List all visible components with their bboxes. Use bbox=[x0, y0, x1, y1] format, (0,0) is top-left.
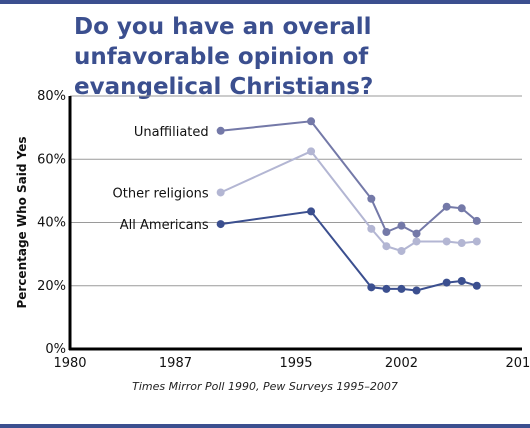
data-point-other-religions-1990 bbox=[216, 188, 225, 197]
data-point-other-religions-1996 bbox=[307, 147, 316, 156]
data-point-unaffiliated-2002 bbox=[397, 221, 406, 230]
series-label-unaffiliated: Unaffiliated bbox=[134, 125, 209, 140]
data-point-unaffiliated-2000 bbox=[367, 194, 376, 203]
data-point-all-americans-2000 bbox=[367, 283, 376, 292]
data-point-all-americans-1990 bbox=[216, 220, 225, 229]
series-line-all-americans bbox=[220, 210, 478, 292]
data-point-unaffiliated-1990 bbox=[216, 126, 225, 135]
data-point-all-americans-2007 bbox=[472, 281, 481, 290]
data-point-unaffiliated-2005 bbox=[442, 202, 451, 211]
y-tick-label-20: 20% bbox=[37, 279, 66, 294]
data-point-other-religions-2003 bbox=[412, 237, 421, 246]
y-tick-label-60: 60% bbox=[37, 152, 66, 167]
bottom-rule bbox=[0, 424, 530, 428]
x-tick-label-2010: 2010 bbox=[505, 356, 530, 371]
series-label-all-americans: All Americans bbox=[120, 218, 209, 233]
x-tick-label-1980: 1980 bbox=[53, 356, 86, 371]
data-point-other-religions-2002 bbox=[397, 246, 406, 255]
x-tick-label-1987: 1987 bbox=[159, 356, 192, 371]
series-label-other-religions: Other religions bbox=[113, 186, 209, 201]
data-point-other-religions-2000 bbox=[367, 224, 376, 233]
data-point-other-religions-2005 bbox=[442, 237, 451, 246]
series-line-unaffiliated bbox=[220, 120, 478, 235]
data-point-unaffiliated-2007 bbox=[472, 216, 481, 225]
data-point-all-americans-2003 bbox=[412, 286, 421, 295]
y-tick-label-0: 0% bbox=[45, 342, 66, 357]
top-rule bbox=[0, 0, 530, 4]
data-point-other-religions-2006 bbox=[457, 239, 466, 248]
source-note: Times Mirror Poll 1990, Pew Surveys 1995… bbox=[132, 380, 398, 393]
data-point-other-religions-2001 bbox=[382, 242, 391, 251]
series-line-other-religions bbox=[220, 150, 477, 253]
chart-title: Do you have an overall unfavorable opini… bbox=[74, 14, 374, 100]
y-axis-title: Percentage Who Said Yes bbox=[15, 136, 29, 308]
y-tick-label-40: 40% bbox=[37, 216, 66, 231]
data-point-unaffiliated-2006 bbox=[457, 204, 466, 213]
data-point-all-americans-1996 bbox=[307, 207, 316, 216]
data-point-all-americans-2002 bbox=[397, 284, 406, 293]
data-point-all-americans-2001 bbox=[382, 284, 391, 293]
data-point-all-americans-2006 bbox=[457, 277, 466, 286]
x-tick-label-1995: 1995 bbox=[279, 356, 312, 371]
data-point-other-religions-2007 bbox=[472, 237, 481, 246]
data-point-unaffiliated-2001 bbox=[382, 227, 391, 236]
x-tick-label-2002: 2002 bbox=[385, 356, 418, 371]
y-tick-label-80: 80% bbox=[37, 89, 66, 104]
data-point-all-americans-2005 bbox=[442, 278, 451, 287]
data-point-unaffiliated-2003 bbox=[412, 229, 421, 238]
data-point-unaffiliated-1996 bbox=[307, 117, 316, 126]
